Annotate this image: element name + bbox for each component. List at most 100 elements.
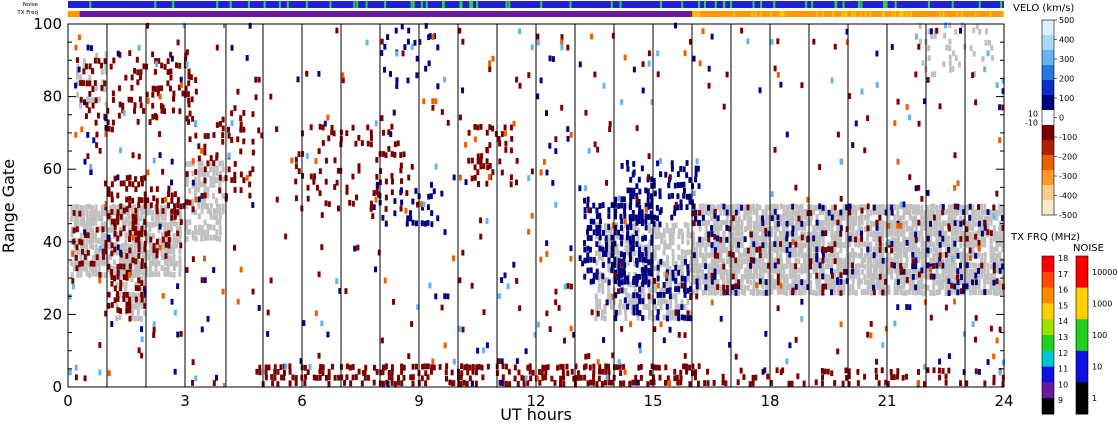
velocity-cell [566, 126, 570, 132]
ground-scatter-cell [794, 203, 798, 210]
ground-scatter-cell [668, 238, 672, 244]
velocity-cell [589, 278, 593, 285]
ground-scatter-cell [157, 260, 161, 267]
velocity-cell [122, 207, 126, 214]
ground-scatter-cell [212, 234, 216, 241]
ground-scatter-cell [972, 50, 976, 57]
ground-scatter-cell [998, 225, 1002, 232]
ground-scatter-cell [1001, 246, 1005, 253]
ground-scatter-cell [983, 203, 987, 210]
ground-scatter-cell [698, 284, 702, 290]
txfreq-colorbar-tick-label: 16 [1058, 286, 1068, 295]
ground-scatter-cell [953, 262, 957, 269]
velocity-cell [722, 203, 726, 210]
ground-scatter-cell [103, 86, 107, 93]
velocity-cell [674, 22, 678, 29]
velocity-cell [604, 246, 608, 253]
velocity-cell [337, 205, 341, 212]
ground-scatter-cell [695, 257, 699, 264]
ground-scatter-cell [767, 235, 771, 242]
velocity-cell [375, 156, 379, 163]
velocity-cell [905, 240, 909, 246]
velocity-cell [110, 321, 114, 327]
ground-scatter-cell [803, 231, 807, 238]
ground-scatter-cell [719, 225, 723, 231]
ground-scatter-cell [621, 303, 625, 310]
velocity-cell [611, 222, 615, 229]
velocity-cell [187, 97, 191, 104]
ground-scatter-cell [899, 230, 903, 237]
ground-scatter-cell [130, 270, 134, 276]
velocity-cell [604, 369, 608, 375]
ground-scatter-cell [73, 249, 77, 256]
velocity-cell [637, 213, 641, 220]
ground-scatter-cell [875, 267, 879, 274]
velocity-cell [563, 283, 567, 290]
velocity-cell [491, 125, 495, 132]
velocity-cell [701, 28, 705, 35]
velocity-cell [644, 265, 648, 271]
velocity-cell [134, 236, 138, 243]
ground-scatter-cell [641, 287, 645, 294]
velocity-cell [545, 310, 549, 317]
ground-scatter-cell [603, 228, 607, 235]
ground-scatter-cell [197, 166, 201, 173]
velocity-colorbar-tick-label: -300 [1059, 172, 1077, 181]
velocity-cell [411, 374, 415, 380]
ground-scatter-cell [866, 284, 870, 291]
velocity-cell [668, 326, 672, 333]
velocity-cell [128, 202, 132, 208]
velocity-cell [458, 114, 462, 121]
ground-scatter-cell [872, 246, 876, 253]
velocity-cell [869, 321, 873, 327]
velocity-cell [128, 302, 132, 309]
ground-scatter-cell [677, 233, 681, 240]
ground-scatter-cell [779, 263, 783, 270]
velocity-cell [695, 278, 699, 285]
velocity-cell [504, 363, 508, 370]
ground-scatter-cell [830, 257, 834, 264]
velocity-cell [122, 109, 126, 116]
ground-scatter-cell [701, 278, 705, 285]
ground-scatter-cell [869, 241, 873, 248]
velocity-cell [622, 257, 626, 264]
ground-scatter-cell [788, 215, 792, 222]
ground-scatter-cell [109, 238, 113, 245]
velocity-cell [476, 181, 480, 187]
ground-scatter-cell [124, 220, 128, 227]
velocity-cell [317, 148, 321, 155]
velocity-cell [629, 246, 633, 252]
velocity-cell [656, 309, 660, 315]
ground-scatter-cell [827, 242, 831, 249]
ground-scatter-cell [893, 283, 897, 290]
velocity-cell [698, 60, 702, 67]
ground-scatter-cell [887, 268, 891, 275]
ground-scatter-cell [965, 269, 969, 275]
ground-scatter-cell [815, 205, 819, 211]
velocity-cell [679, 375, 683, 382]
velocity-cell [473, 174, 477, 181]
velocity-cell [944, 22, 948, 29]
velocity-cell [101, 253, 105, 260]
velocity-cell [620, 99, 624, 105]
velocity-cell [330, 124, 334, 131]
ground-scatter-cell [995, 231, 999, 237]
velocity-cell [601, 202, 605, 209]
velocity-cell [710, 299, 714, 306]
ground-scatter-cell [686, 232, 690, 239]
txfreq-colorbar-tick-label: 9 [1058, 396, 1063, 405]
velocity-cell [128, 230, 132, 236]
ground-scatter-cell [654, 244, 658, 251]
ground-scatter-cell [890, 225, 894, 232]
ground-scatter-cell [734, 225, 738, 232]
ground-scatter-cell [827, 279, 831, 286]
velocity-cell [411, 363, 415, 370]
velocity-cell [363, 374, 367, 381]
velocity-cell [500, 277, 504, 283]
velocity-cell [938, 230, 942, 237]
ground-scatter-cell [131, 303, 135, 310]
velocity-cell [611, 32, 615, 39]
ground-scatter-cell [731, 246, 735, 253]
x-tick-label: 3 [180, 392, 190, 410]
ground-scatter-cell [737, 247, 741, 254]
